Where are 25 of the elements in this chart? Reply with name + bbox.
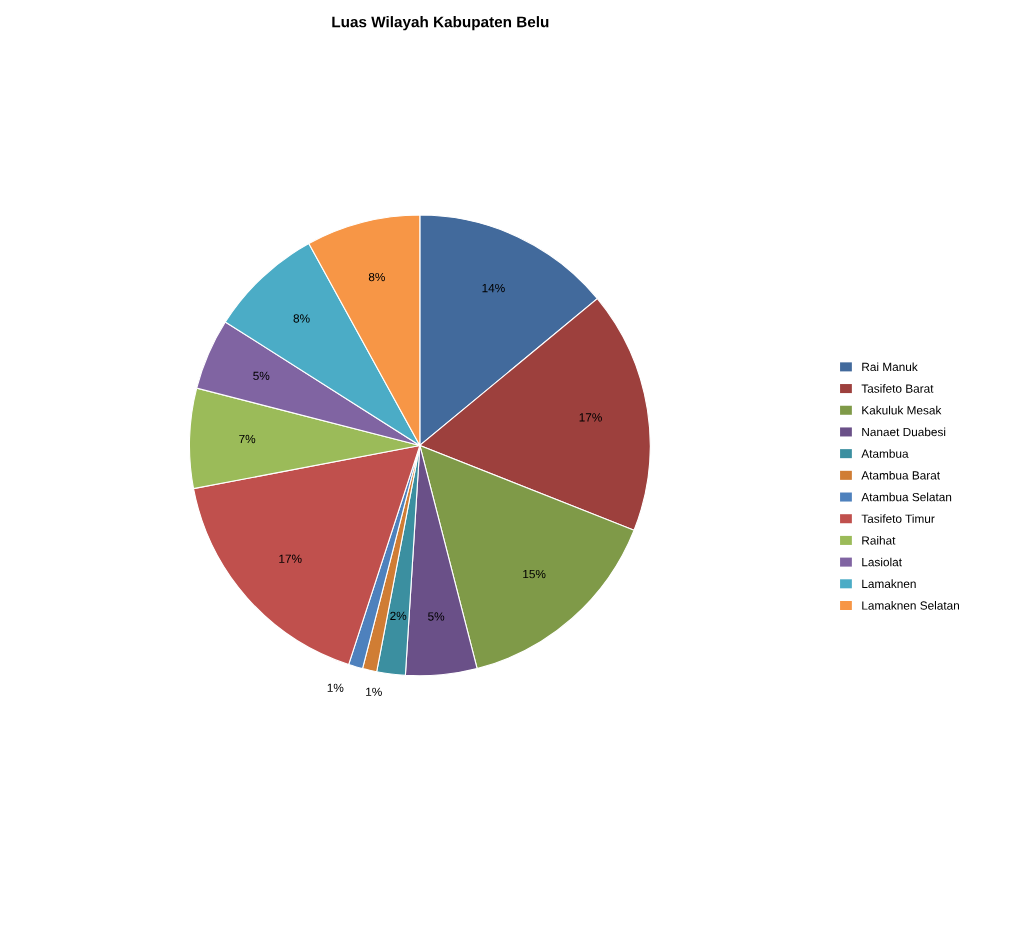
data-label: 14% [482,283,505,293]
data-label: 17% [579,413,602,422]
data-label: 8% [293,314,310,323]
data-label: 1% [327,683,344,692]
legend-label: Atambua Selatan [861,492,952,502]
legend-label: Atambua Barat [861,470,940,480]
data-label: 17% [279,554,302,563]
legend-label: Tasifeto Barat [861,384,934,393]
legend-label: Lasiolat [862,557,902,567]
data-label: 5% [253,371,270,380]
data-label: 1% [366,687,382,696]
legend-label: Atambua [861,449,909,458]
data-label: 7% [239,434,256,444]
legend-label: Raihat [862,535,896,545]
data-label: 15% [523,569,546,579]
data-label: 8% [368,272,385,282]
legend-label: Kakuluk Mesak [862,405,942,415]
legend-label: Tasifeto Timur [861,514,935,523]
legend-label: Lamaknen Selatan [862,601,959,610]
legend-label: Rai Manuk [862,362,918,372]
data-label: 2% [390,611,407,620]
data-label: 5% [428,612,445,621]
legend-label: Lamaknen [862,579,916,589]
chart-title: Luas Wilayah Kabupaten Belu [332,16,549,31]
legend-label: Nanaet Duabesi [862,427,946,437]
